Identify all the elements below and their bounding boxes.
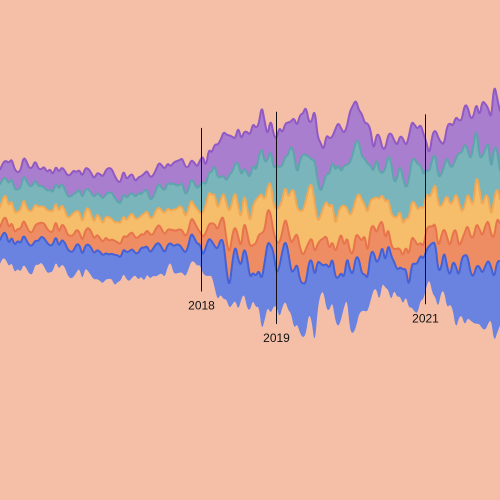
year-label-2021: 2021 bbox=[412, 311, 439, 325]
stream-edge-blue bbox=[0, 231, 500, 285]
stream-edge-teal bbox=[0, 131, 500, 204]
stream-layer-purple bbox=[0, 88, 500, 203]
stream-edge-yellow bbox=[0, 178, 500, 224]
stream-edge-purple bbox=[0, 87, 500, 183]
stream-layer-orange bbox=[0, 210, 500, 284]
year-annotations: 2018 2019 2021 bbox=[188, 111, 439, 345]
stream-layers bbox=[0, 87, 500, 339]
stream-layer-teal bbox=[0, 132, 500, 223]
year-label-2018: 2018 bbox=[188, 299, 215, 313]
year-label-2019: 2019 bbox=[263, 331, 290, 345]
stream-edge-orange bbox=[0, 209, 500, 256]
